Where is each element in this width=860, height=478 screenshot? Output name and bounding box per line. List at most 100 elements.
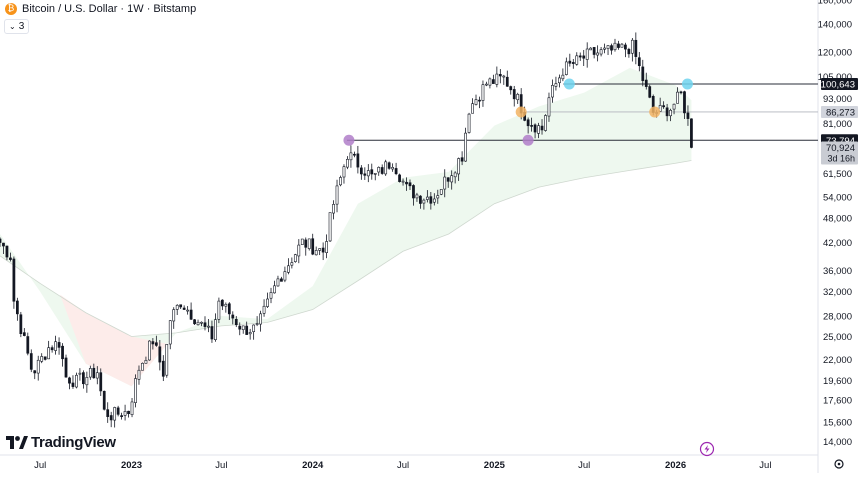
candle-body xyxy=(172,309,176,322)
candle-body xyxy=(624,44,627,50)
candle-body xyxy=(5,245,9,258)
candle-body xyxy=(457,158,461,175)
candle-body xyxy=(335,185,339,205)
price-tick-label: 15,600 xyxy=(823,417,852,428)
candle-body xyxy=(485,83,488,86)
candle-body xyxy=(127,410,130,415)
candle-body xyxy=(412,185,415,199)
candle-body xyxy=(92,367,96,379)
candle-body xyxy=(276,278,280,287)
price-axis[interactable]: 160,000 140,000 120,000 105,000 93,000 81,000… xyxy=(818,0,852,448)
candle-body xyxy=(88,368,92,378)
candle-body xyxy=(283,271,287,281)
candle-body xyxy=(464,132,467,162)
candle-body xyxy=(234,318,238,326)
candle-body xyxy=(241,325,245,330)
candle-body xyxy=(287,265,290,273)
price-tick-label: 48,000 xyxy=(823,214,852,225)
candle-body xyxy=(210,326,214,340)
candle-body xyxy=(370,169,374,175)
band-area xyxy=(0,67,692,387)
time-tick-label: Jul xyxy=(215,460,227,471)
candle-body xyxy=(665,107,669,117)
candle-body xyxy=(690,118,693,148)
candle-body xyxy=(19,314,23,335)
candle-body xyxy=(439,189,443,195)
purple-marker xyxy=(522,134,534,146)
time-axis[interactable]: Jul 2023 Jul 2024 Jul 2025 Jul 2026 Jul xyxy=(34,460,771,471)
trend-band xyxy=(0,67,692,387)
tradingview-logo-text: TradingView xyxy=(31,434,116,451)
candle-body xyxy=(144,360,148,364)
replay-bolt-icon[interactable] xyxy=(699,441,715,457)
candle-body xyxy=(193,319,196,325)
candle-body xyxy=(314,250,318,256)
candle-body xyxy=(151,341,155,345)
chevron-down-icon[interactable]: ⌄ xyxy=(9,22,16,31)
candle-body xyxy=(481,84,485,101)
price-tick-label: 160,000 xyxy=(818,0,852,7)
candle-body xyxy=(415,194,419,199)
candle-body xyxy=(22,332,26,336)
candle-body xyxy=(630,39,634,54)
candle-body xyxy=(380,167,384,174)
candle-body xyxy=(533,124,537,133)
candle-body xyxy=(224,303,228,307)
candle-body xyxy=(339,177,342,186)
candle-body xyxy=(2,242,5,247)
indicators-toggle[interactable]: ⌄ 3 xyxy=(4,19,30,34)
candle-body xyxy=(492,79,495,84)
candle-body xyxy=(200,321,203,324)
time-tick-label: 2025 xyxy=(484,460,506,471)
candle-body xyxy=(262,305,266,314)
candle-body xyxy=(582,55,586,59)
candle-body xyxy=(422,199,426,204)
candle-body xyxy=(530,125,533,127)
candle-body xyxy=(460,157,464,162)
candle-body xyxy=(99,372,103,392)
candle-body xyxy=(540,125,544,131)
candle-body xyxy=(106,409,110,417)
candle-body xyxy=(168,320,172,345)
price-tick-label: 42,000 xyxy=(823,238,852,249)
candle-body xyxy=(75,374,78,388)
price-tick-label: 93,000 xyxy=(823,94,852,105)
candle-body xyxy=(318,248,322,251)
candle-body xyxy=(50,347,54,351)
price-tick-label: 17,600 xyxy=(823,396,852,407)
candle-body xyxy=(398,174,401,182)
settings-gear-icon[interactable] xyxy=(834,459,844,469)
candle-body xyxy=(495,73,499,85)
candle-body xyxy=(471,103,474,114)
candle-body xyxy=(227,303,231,315)
chart-title: Bitcoin / U.S. Dollar · 1W · Bitstamp xyxy=(22,3,197,15)
candle-body xyxy=(165,344,169,376)
candle-body xyxy=(179,304,183,308)
markers xyxy=(343,78,693,146)
candle-body xyxy=(408,182,412,187)
price-tick-label: 120,000 xyxy=(818,48,852,59)
candle-body xyxy=(158,346,162,363)
candle-body xyxy=(554,83,558,87)
time-tick-label: Jul xyxy=(759,460,771,471)
candle-body xyxy=(551,85,554,98)
time-tick-label: 2024 xyxy=(302,460,324,471)
candle-body xyxy=(33,370,37,374)
tradingview-logo[interactable]: TradingView xyxy=(6,434,116,451)
candle-body xyxy=(175,304,179,310)
candle-body xyxy=(585,48,589,60)
candle-body xyxy=(47,347,51,360)
cyan-marker xyxy=(563,78,575,90)
candle-body xyxy=(130,401,134,415)
candle-body xyxy=(571,62,575,64)
candle-body xyxy=(280,278,283,282)
candle-body xyxy=(429,196,433,204)
candle-body xyxy=(196,321,200,326)
price-tick-label: 36,000 xyxy=(823,266,852,277)
candle-body xyxy=(478,99,481,102)
candle-body xyxy=(363,173,367,176)
tradingview-logo-icon xyxy=(6,436,28,449)
candle-body xyxy=(259,313,262,325)
